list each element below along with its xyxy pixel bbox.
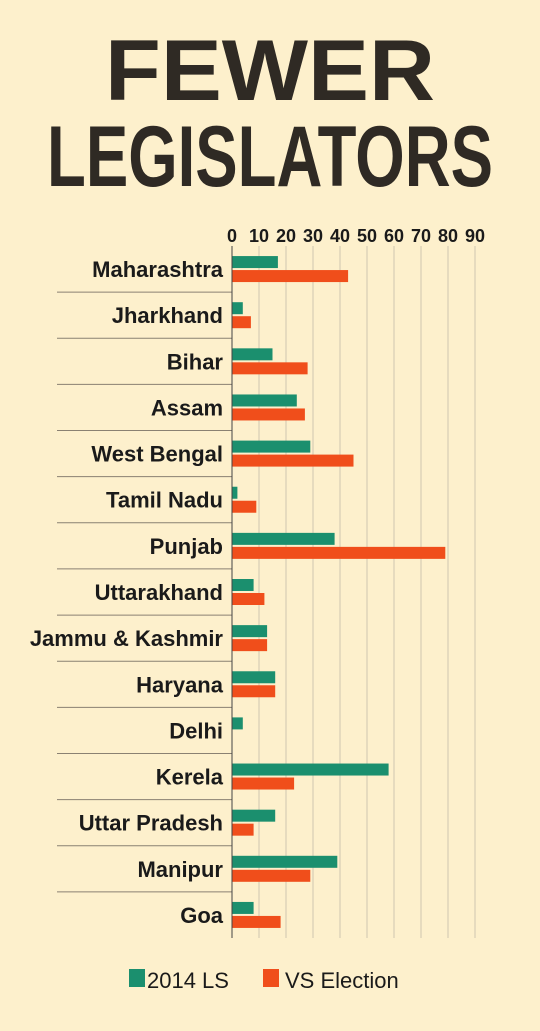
x-tick-label-20: 20 [276, 226, 296, 246]
category-label-assam: Assam [151, 395, 223, 420]
bar-vs-election-west-bengal [232, 454, 354, 467]
legend-label-2014-ls: 2014 LS [147, 968, 229, 993]
bar-vs-election-uttarakhand [232, 593, 265, 605]
category-label-uttarakhand: Uttarakhand [95, 580, 223, 605]
bar-vs-election-kerela [232, 777, 295, 790]
category-label-bihar: Bihar [167, 349, 224, 374]
x-axis-ticks: 0 10 20 30 40 50 60 70 80 90 [227, 226, 485, 246]
x-tick-label-50: 50 [357, 226, 377, 246]
category-label-west-bengal: West Bengal [91, 442, 223, 467]
chart-title-line2: LEGISLATORS [47, 109, 493, 205]
legend-swatch-2014-ls [129, 969, 145, 987]
category-label-punjab: Punjab [150, 534, 223, 559]
bar-vs-election-jharkhand [232, 316, 251, 329]
x-tick-label-90: 90 [465, 226, 485, 246]
x-tick-label-30: 30 [303, 226, 323, 246]
category-label-maharashtra: Maharashtra [92, 257, 224, 282]
bar-vs-election-jammu-kashmir [232, 639, 268, 652]
bar-2014-ls-jharkhand [232, 302, 243, 315]
bar-vs-election-manipur [232, 869, 311, 882]
bar-2014-ls-assam [232, 394, 297, 407]
chart-title-line1: FEWER [105, 23, 435, 119]
bar-vs-election-assam [232, 408, 305, 421]
legend-swatch-vs-election [263, 969, 279, 987]
bar-2014-ls-uttarakhand [232, 579, 254, 591]
category-label-uttar-pradesh: Uttar Pradesh [79, 811, 223, 836]
legend: 2014 LS VS Election [129, 968, 399, 993]
bar-vs-election-goa [232, 915, 281, 928]
category-label-manipur: Manipur [137, 857, 223, 882]
bar-2014-ls-jammu-kashmir [232, 625, 268, 638]
legend-label-vs-election: VS Election [285, 968, 399, 993]
category-labels: Maharashtra Jharkhand Bihar Assam West Benga… [30, 257, 224, 928]
bar-2014-ls-tamil-nadu [232, 486, 238, 499]
x-tick-label-10: 10 [249, 226, 269, 246]
bar-vs-election-maharashtra [232, 270, 349, 283]
bar-vs-election-haryana [232, 685, 276, 698]
category-label-goa: Goa [180, 903, 224, 928]
bars [232, 256, 446, 928]
bar-2014-ls-manipur [232, 855, 338, 868]
bar-2014-ls-kerela [232, 763, 389, 776]
category-label-kerela: Kerela [156, 765, 224, 790]
bar-2014-ls-west-bengal [232, 440, 311, 453]
grid-lines [258, 246, 476, 938]
row-separators [57, 291, 232, 893]
bar-2014-ls-delhi [232, 717, 243, 730]
category-label-tamil-nadu: Tamil Nadu [106, 488, 223, 513]
category-label-haryana: Haryana [136, 672, 224, 697]
bar-2014-ls-punjab [232, 532, 335, 545]
x-tick-label-0: 0 [227, 226, 237, 246]
bar-2014-ls-bihar [232, 348, 273, 361]
x-tick-label-70: 70 [411, 226, 431, 246]
bar-2014-ls-uttar-pradesh [232, 809, 276, 822]
x-tick-label-60: 60 [384, 226, 404, 246]
category-label-jammu-kashmir: Jammu & Kashmir [30, 626, 224, 651]
category-label-delhi: Delhi [169, 718, 223, 743]
bar-vs-election-uttar-pradesh [232, 823, 254, 836]
bar-vs-election-tamil-nadu [232, 500, 257, 513]
bar-vs-election-bihar [232, 362, 308, 375]
bar-2014-ls-goa [232, 901, 254, 914]
bar-vs-election-punjab [232, 546, 446, 559]
category-label-jharkhand: Jharkhand [112, 303, 223, 328]
x-tick-label-40: 40 [330, 226, 350, 246]
bar-2014-ls-maharashtra [232, 256, 278, 269]
x-tick-label-80: 80 [438, 226, 458, 246]
bar-2014-ls-haryana [232, 671, 276, 684]
